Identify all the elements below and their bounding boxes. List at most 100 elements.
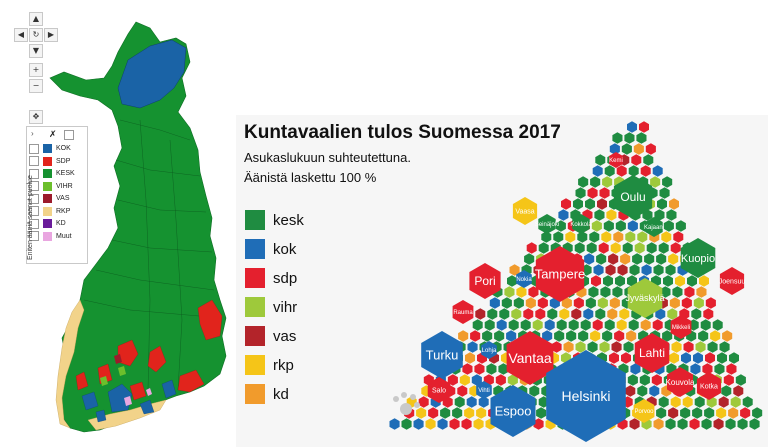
small-municipality-hex[interactable] (627, 374, 638, 386)
small-municipality-hex[interactable] (457, 385, 468, 397)
small-municipality-hex[interactable] (670, 396, 681, 408)
small-municipality-hex[interactable] (473, 418, 484, 430)
pan-right-button[interactable]: ▶ (44, 28, 58, 42)
small-municipality-hex[interactable] (650, 176, 661, 188)
reset-view-button[interactable]: ↻ (29, 28, 43, 42)
small-municipality-hex[interactable] (639, 374, 650, 386)
map-legend-item-rkp[interactable]: RKP (29, 206, 70, 217)
small-municipality-hex[interactable] (668, 407, 679, 419)
small-municipality-hex[interactable] (516, 286, 527, 298)
small-municipality-hex[interactable] (609, 352, 619, 364)
small-municipality-hex[interactable] (651, 374, 662, 386)
small-municipality-hex[interactable] (508, 319, 519, 331)
city-hex-kemi[interactable] (609, 152, 623, 168)
small-municipality-hex[interactable] (449, 418, 460, 430)
small-municipality-hex[interactable] (633, 143, 644, 155)
city-hex-espoo[interactable] (490, 385, 536, 437)
small-municipality-hex[interactable] (721, 385, 732, 397)
small-municipality-hex[interactable] (596, 253, 607, 265)
small-municipality-hex[interactable] (476, 407, 487, 419)
small-municipality-hex[interactable] (594, 209, 605, 221)
small-municipality-hex[interactable] (591, 220, 602, 232)
small-municipality-hex[interactable] (629, 418, 640, 430)
small-municipality-hex[interactable] (659, 187, 670, 199)
legend-checkbox[interactable] (29, 143, 39, 154)
small-municipality-hex[interactable] (681, 352, 691, 364)
small-municipality-hex[interactable] (695, 341, 706, 353)
small-municipality-hex[interactable] (696, 286, 707, 298)
small-municipality-hex[interactable] (660, 286, 671, 298)
small-municipality-hex[interactable] (691, 308, 702, 320)
small-municipality-hex[interactable] (627, 220, 638, 232)
small-municipality-hex[interactable] (677, 418, 688, 430)
small-municipality-hex[interactable] (710, 330, 721, 342)
small-municipality-hex[interactable] (639, 121, 649, 133)
small-municipality-hex[interactable] (726, 363, 737, 375)
small-municipality-hex[interactable] (573, 198, 583, 210)
small-municipality-hex[interactable] (561, 297, 572, 309)
small-municipality-hex[interactable] (593, 264, 604, 276)
small-municipality-hex[interactable] (646, 242, 657, 254)
city-hex-pori[interactable] (469, 263, 501, 299)
small-municipality-hex[interactable] (498, 363, 509, 375)
small-municipality-hex[interactable] (601, 231, 612, 243)
small-municipality-hex[interactable] (580, 319, 591, 331)
small-municipality-hex[interactable] (520, 319, 531, 331)
small-municipality-hex[interactable] (680, 407, 691, 419)
small-municipality-hex[interactable] (621, 143, 632, 155)
small-municipality-hex[interactable] (425, 418, 436, 430)
small-municipality-hex[interactable] (428, 407, 439, 419)
small-municipality-hex[interactable] (583, 308, 594, 320)
small-municipality-hex[interactable] (568, 319, 579, 331)
map-legend-item-vas[interactable]: VAS (29, 193, 70, 204)
small-municipality-hex[interactable] (614, 330, 625, 342)
small-municipality-hex[interactable] (585, 198, 595, 210)
small-municipality-hex[interactable] (590, 176, 601, 188)
small-municipality-hex[interactable] (681, 297, 692, 309)
small-municipality-hex[interactable] (730, 396, 741, 408)
legend-clear-icon[interactable]: ✗ (49, 129, 57, 139)
small-municipality-hex[interactable] (649, 385, 660, 397)
city-hex-mikkeli[interactable] (670, 315, 692, 339)
small-municipality-hex[interactable] (728, 407, 739, 419)
small-municipality-hex[interactable] (556, 319, 567, 331)
small-municipality-hex[interactable] (629, 264, 640, 276)
city-hex-seinajoki[interactable] (538, 214, 556, 234)
small-municipality-hex[interactable] (643, 154, 654, 166)
small-municipality-hex[interactable] (571, 308, 582, 320)
small-municipality-hex[interactable] (712, 319, 723, 331)
small-municipality-hex[interactable] (494, 330, 505, 342)
small-municipality-hex[interactable] (735, 374, 746, 386)
small-municipality-hex[interactable] (636, 132, 647, 144)
small-municipality-hex[interactable] (585, 297, 596, 309)
small-municipality-hex[interactable] (541, 231, 552, 243)
small-municipality-hex[interactable] (656, 407, 667, 419)
small-municipality-hex[interactable] (604, 165, 615, 177)
small-municipality-hex[interactable] (653, 418, 664, 430)
small-municipality-hex[interactable] (622, 242, 633, 254)
small-municipality-hex[interactable] (682, 396, 693, 408)
small-municipality-hex[interactable] (536, 407, 547, 419)
map-legend-item-kok[interactable]: KOK (29, 143, 71, 154)
small-municipality-hex[interactable] (672, 286, 683, 298)
small-municipality-hex[interactable] (597, 198, 607, 210)
small-municipality-hex[interactable] (563, 341, 574, 353)
small-municipality-hex[interactable] (524, 253, 535, 265)
small-municipality-hex[interactable] (462, 363, 473, 375)
small-municipality-hex[interactable] (565, 231, 576, 243)
small-municipality-hex[interactable] (532, 319, 543, 331)
legend-checkbox[interactable] (29, 168, 39, 179)
small-municipality-hex[interactable] (592, 319, 603, 331)
small-municipality-hex[interactable] (722, 330, 733, 342)
city-hex-rauma[interactable] (452, 300, 474, 324)
small-municipality-hex[interactable] (588, 286, 599, 298)
small-municipality-hex[interactable] (654, 209, 665, 221)
small-municipality-hex[interactable] (703, 308, 714, 320)
small-municipality-hex[interactable] (661, 231, 672, 243)
small-municipality-hex[interactable] (461, 418, 472, 430)
regions-sdp[interactable] (75, 299, 223, 401)
small-municipality-hex[interactable] (440, 407, 451, 419)
city-hex-lahti[interactable] (634, 333, 670, 373)
small-municipality-hex[interactable] (589, 231, 600, 243)
city-hex-salo[interactable] (427, 377, 451, 403)
